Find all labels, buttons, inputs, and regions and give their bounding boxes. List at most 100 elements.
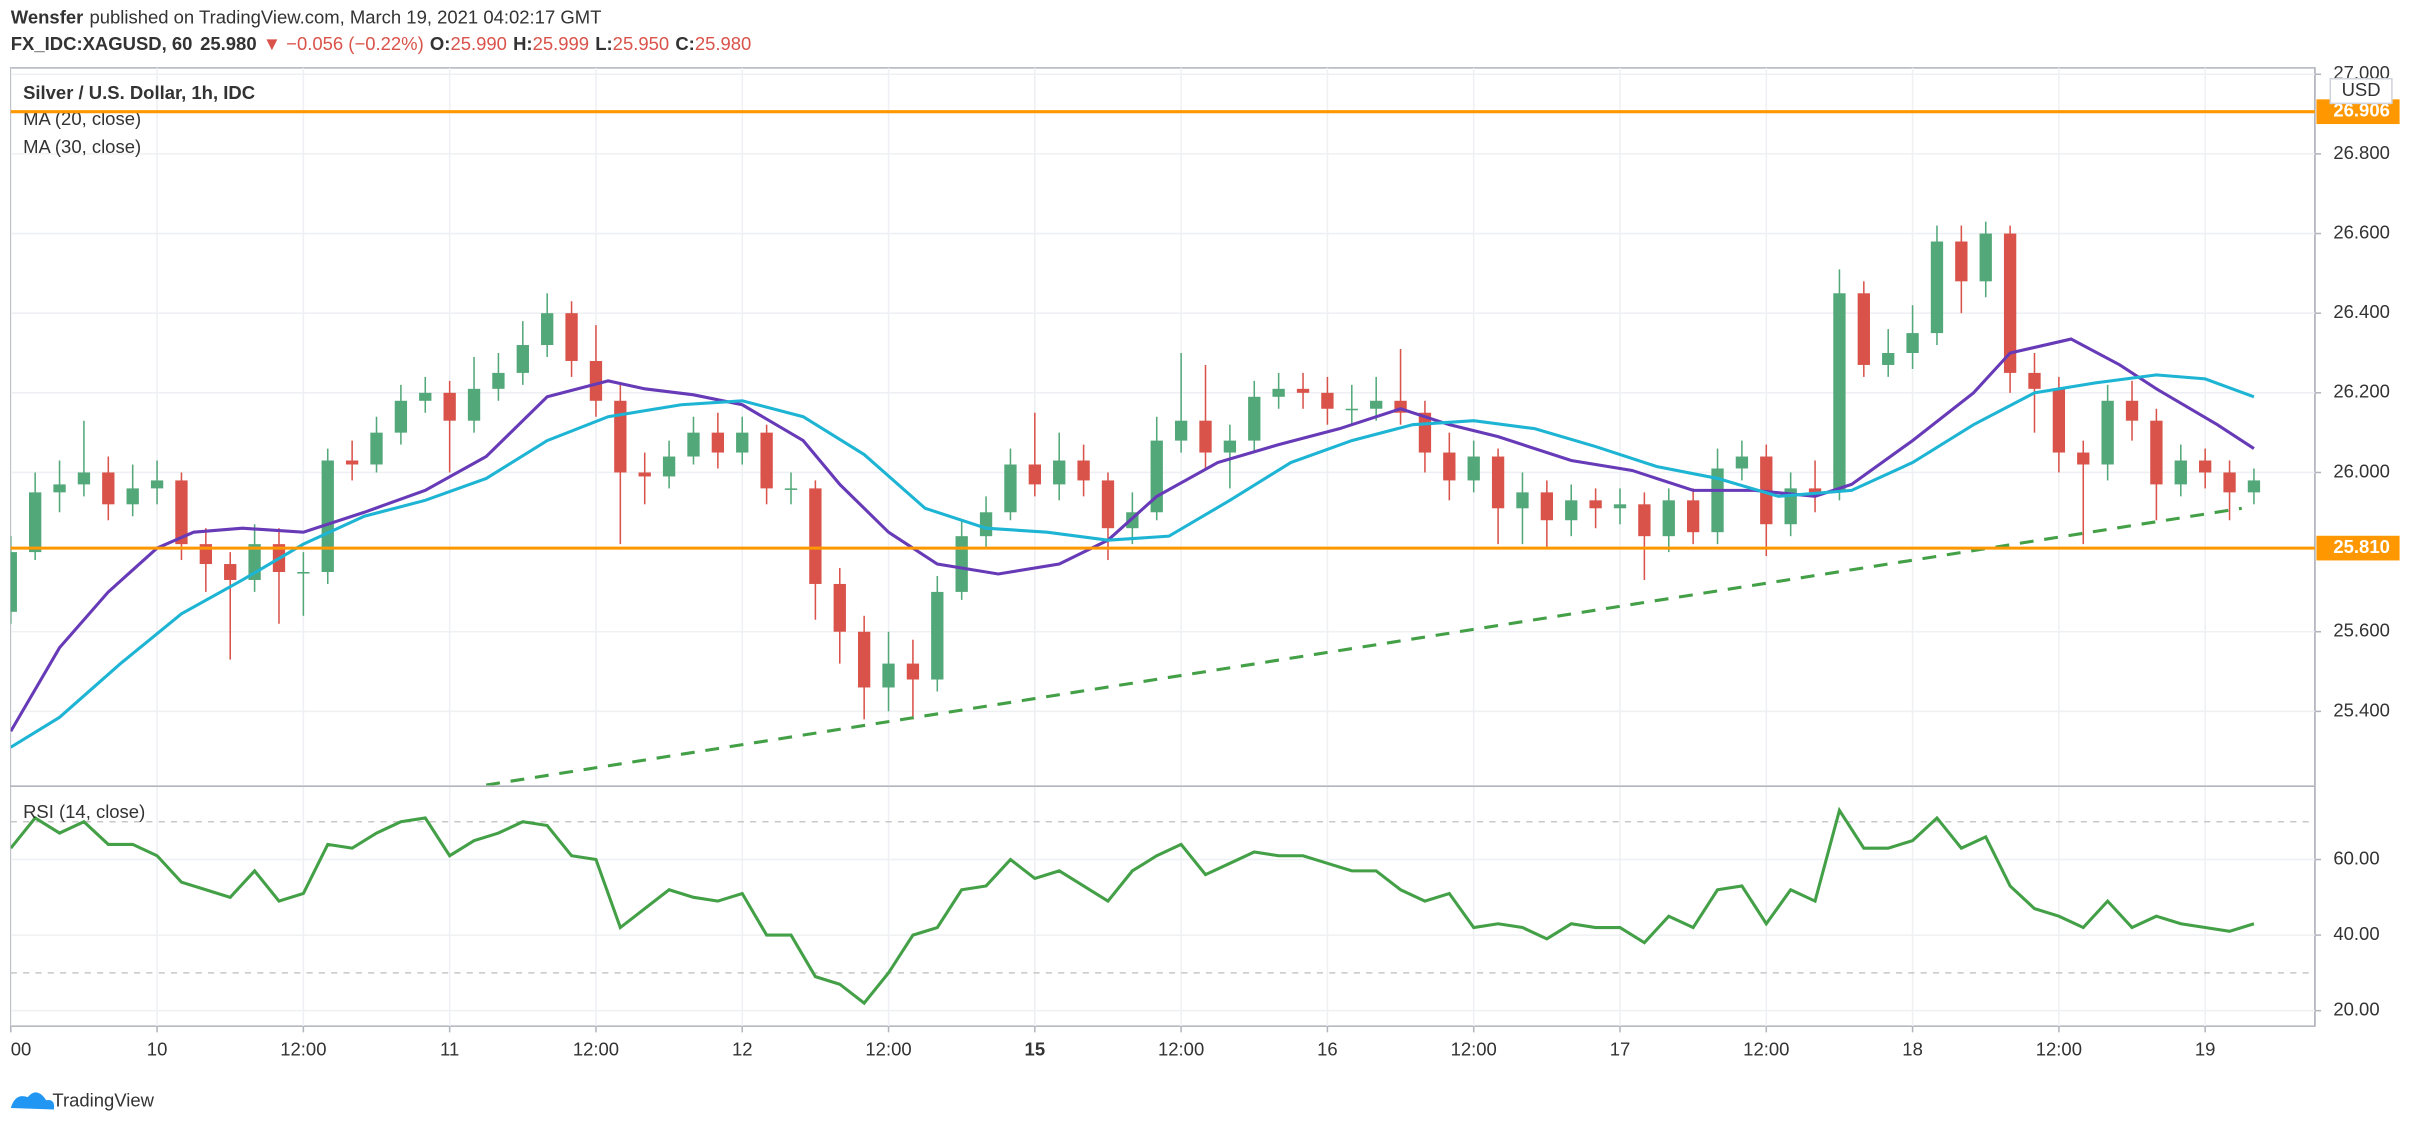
candle-body — [1565, 500, 1578, 521]
candle-body — [1711, 468, 1724, 533]
candle-body — [2247, 480, 2261, 493]
candle-body — [2223, 472, 2236, 493]
candle-body — [1248, 396, 1261, 441]
candle-body — [809, 488, 822, 584]
x-tick-label: 12:00 — [280, 1039, 326, 1060]
candle-body — [2077, 452, 2090, 465]
candle-body — [1223, 440, 1237, 453]
ma-line — [10, 373, 2255, 749]
rsi-line — [10, 806, 2255, 1006]
author: Wensfer — [11, 6, 84, 27]
x-tick-label: 15 — [1025, 1039, 1046, 1060]
candle-body — [833, 583, 846, 632]
published: published on TradingView.com, March 19, … — [89, 6, 601, 27]
plot-area — [10, 786, 2315, 1027]
candle-body — [882, 663, 895, 688]
candle-body — [1930, 241, 1944, 334]
candle-body — [662, 456, 676, 477]
last-price: 25.980 — [200, 33, 256, 54]
candle-body — [53, 484, 66, 493]
y-tick-label: 26.200 — [2333, 381, 2389, 402]
candle-body — [638, 472, 651, 477]
candle-body — [1004, 464, 1017, 513]
candle-body — [1613, 504, 1627, 509]
candle-body — [77, 472, 91, 485]
x-tick-label: 18 — [1902, 1039, 1923, 1060]
change: ▼ −0.056 (−0.22%) — [263, 33, 424, 54]
candle-body — [1857, 293, 1870, 365]
candle-body — [1784, 488, 1797, 525]
currency-label: USD — [2342, 79, 2381, 100]
level-label: 25.810 — [2333, 536, 2389, 557]
candle-body — [102, 472, 115, 505]
candle-body — [1833, 293, 1846, 493]
candle-body — [1101, 480, 1115, 529]
y-tick-label: 25.600 — [2333, 620, 2389, 641]
candle-body — [1808, 488, 1822, 493]
pane: 25.400 25.600 26.000 26.200 26.400 26.600 26.8… — [10, 62, 2400, 786]
candle-body — [906, 663, 920, 680]
candle-body — [1955, 241, 1968, 282]
chart-title: Silver / U.S. Dollar, 1h, IDC — [23, 82, 255, 103]
candle-body — [687, 432, 700, 457]
candle-body — [2101, 400, 2114, 465]
footer: TradingView — [10, 1090, 155, 1111]
y-tick-label: 20.00 — [2333, 999, 2379, 1020]
candle-body — [1882, 352, 1895, 365]
candle-body — [1662, 500, 1675, 537]
x-tick-label: 12:00 — [2036, 1039, 2082, 1060]
candle-body — [1638, 504, 1651, 537]
y-tick-label: 60.00 — [2333, 847, 2379, 868]
ohlc-value: 25.950 — [613, 33, 669, 54]
candle-body — [1028, 464, 1041, 485]
level-label: 26.906 — [2333, 100, 2389, 121]
candle-body — [711, 432, 725, 453]
candle-body — [297, 572, 310, 574]
candle-body — [760, 432, 773, 489]
x-tick-label: 12:00 — [1451, 1039, 1497, 1060]
candle-body — [175, 480, 188, 545]
candle-body — [126, 488, 139, 505]
x-tick-label: 12 — [732, 1039, 753, 1060]
x-tick-label: 12:00 — [865, 1039, 911, 1060]
candle-body — [10, 552, 17, 612]
candle-body — [2052, 388, 2066, 453]
ohlc-key: H: — [513, 33, 532, 54]
y-tick-label: 40.00 — [2333, 923, 2379, 944]
candle-body — [857, 631, 871, 688]
candle-body — [1077, 460, 1090, 481]
candle-body — [1199, 420, 1212, 453]
y-tick-label: 26.800 — [2333, 142, 2389, 163]
candle-body — [1516, 492, 1529, 509]
candle-body — [345, 460, 359, 465]
candle-body — [394, 400, 408, 433]
candle-body — [736, 432, 749, 453]
x-tick-label: 19 — [2195, 1039, 2216, 1060]
candle-body — [614, 400, 627, 473]
candle-body — [2125, 400, 2139, 421]
candle-body — [931, 591, 944, 680]
y-tick-label: 27.000 — [2333, 62, 2389, 83]
y-tick-label: 26.400 — [2333, 301, 2389, 322]
logo — [10, 1092, 55, 1110]
candle-body — [224, 564, 237, 580]
pane: 20.00 40.00 60.00 RSI (14, close) 00 10 12:00 1… — [10, 786, 2380, 1060]
candle-body — [492, 372, 505, 389]
candle-body — [565, 313, 578, 361]
x-tick-label: 00 — [11, 1039, 32, 1060]
candle-body — [541, 313, 554, 346]
candle-body — [1370, 400, 1383, 409]
candle-body — [1735, 456, 1749, 469]
candle-body — [419, 392, 432, 401]
candle-body — [1467, 456, 1480, 481]
candle-body — [2150, 420, 2163, 485]
candle-body — [1443, 452, 1456, 481]
trendline — [485, 506, 2242, 786]
candle-body — [2028, 372, 2041, 389]
ohlc-value: 25.980 — [695, 33, 751, 54]
x-tick-label: 12:00 — [1743, 1039, 1789, 1060]
plot-area — [10, 67, 2315, 786]
candle-body — [467, 388, 481, 421]
